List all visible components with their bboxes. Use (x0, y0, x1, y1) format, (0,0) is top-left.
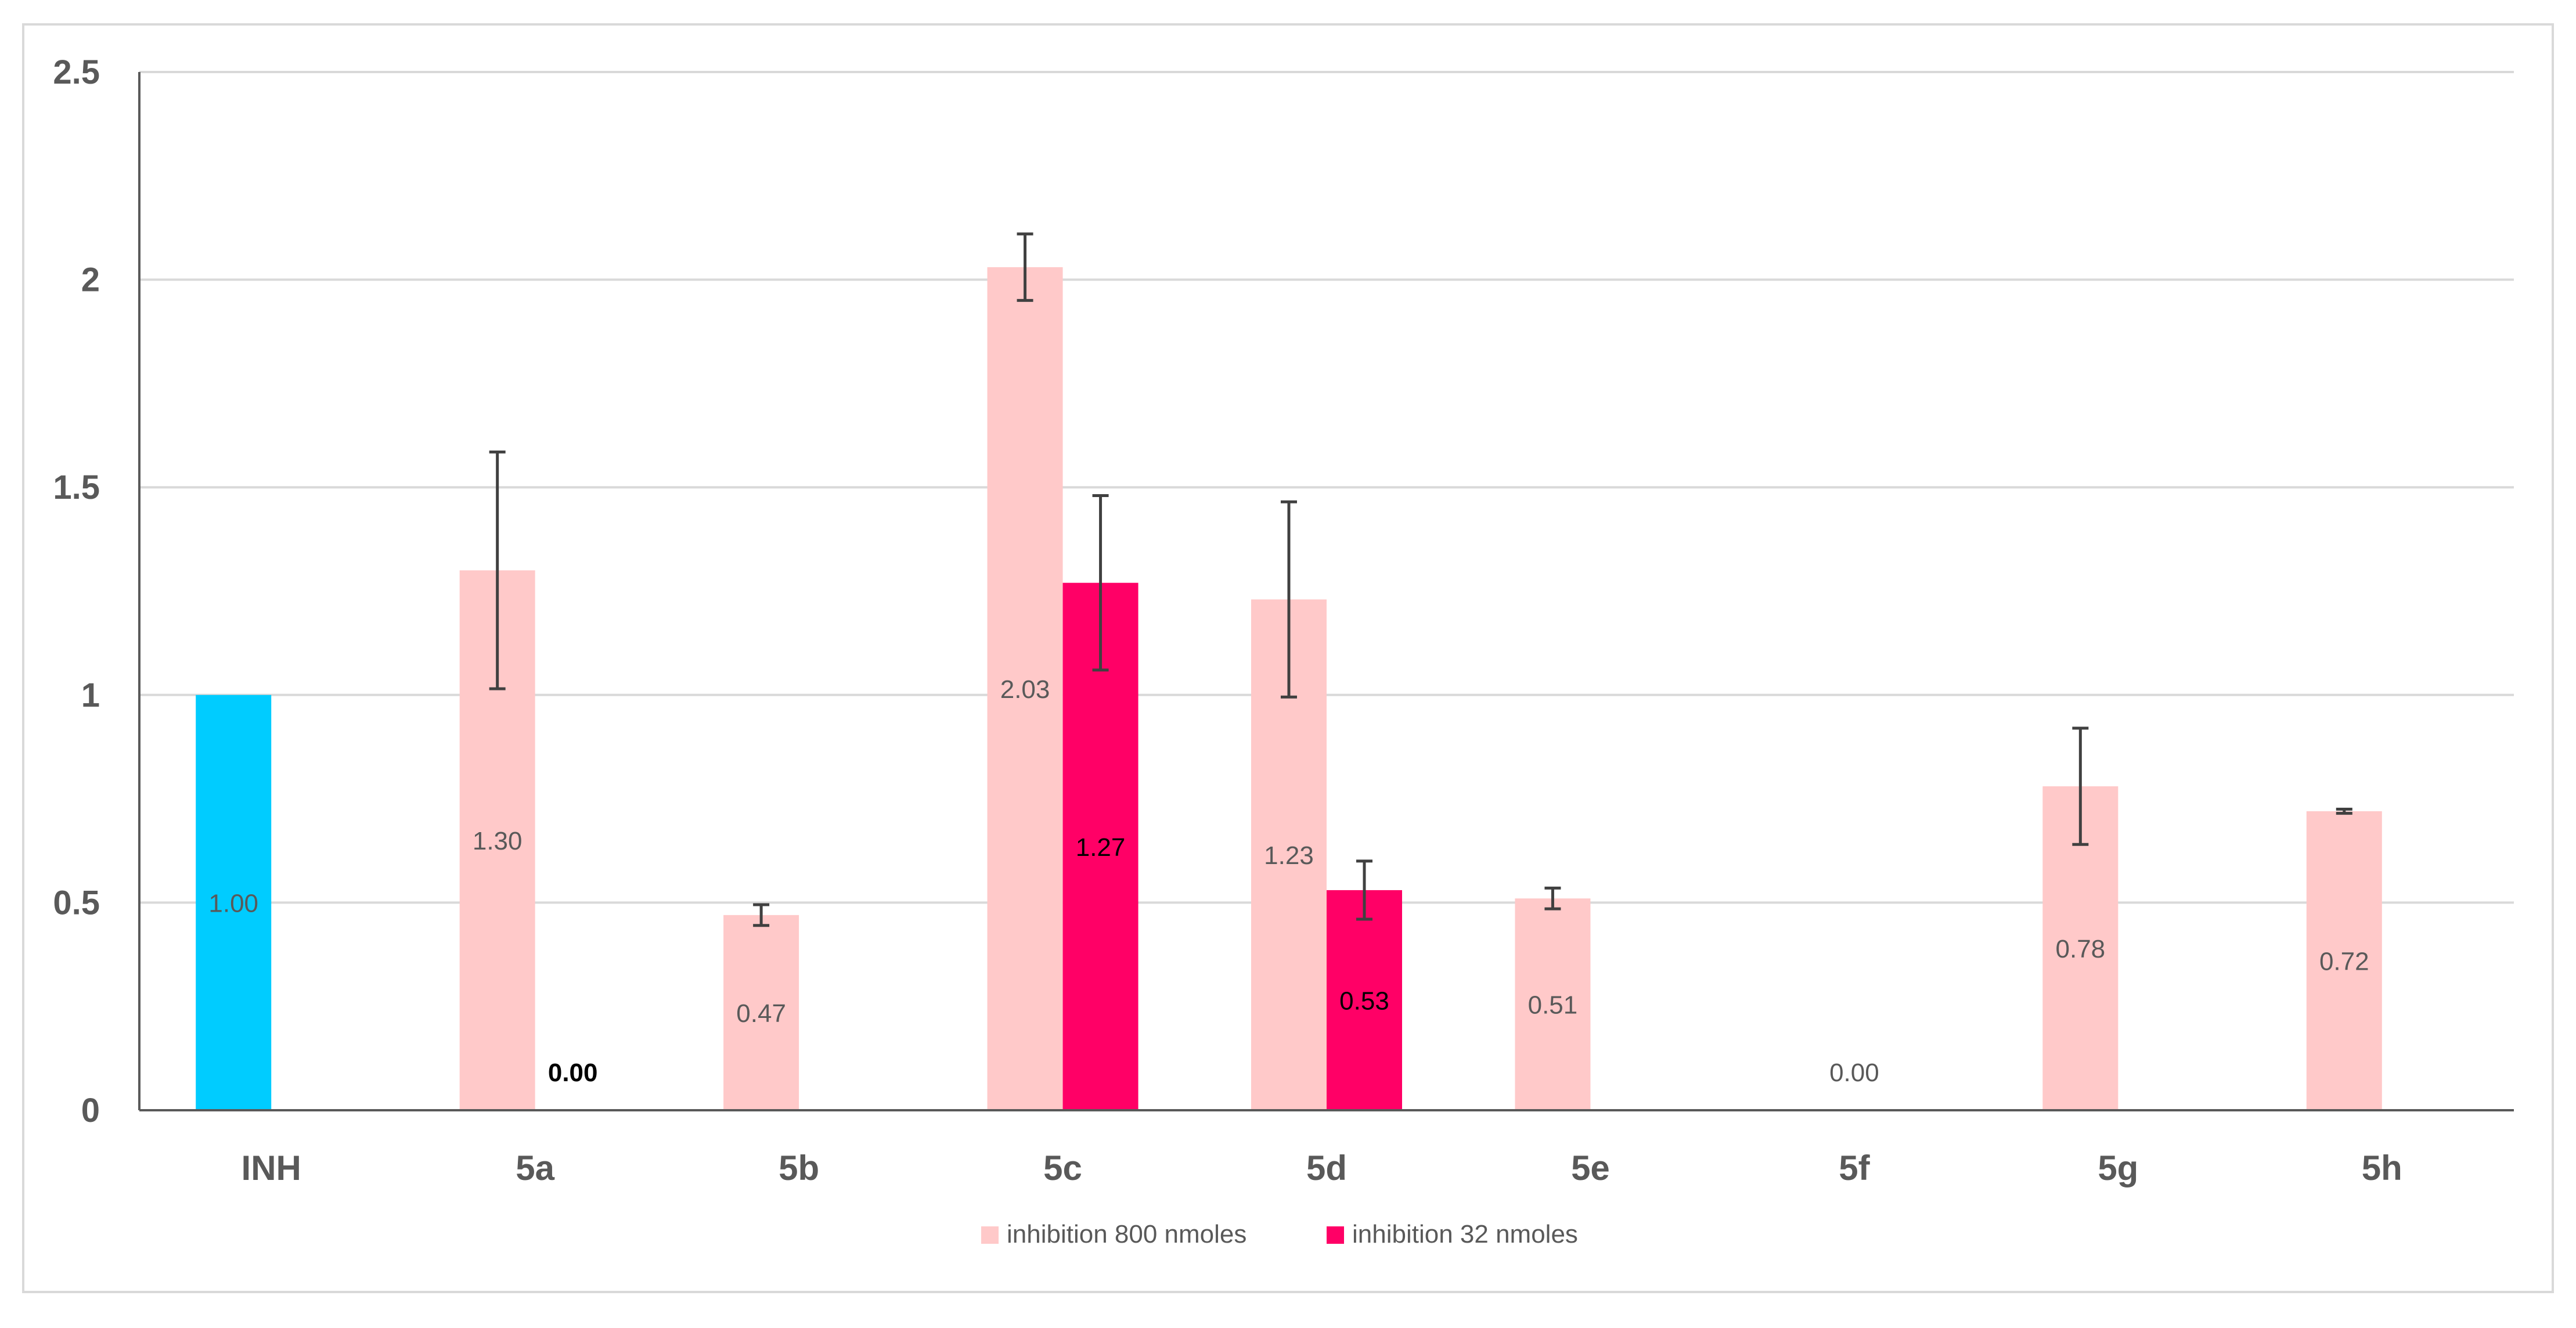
x-tick-label: INH (242, 1149, 301, 1187)
legend-swatch-32nmoles (1327, 1226, 1344, 1244)
y-tick-label: 0.5 (53, 884, 100, 922)
data-label-800nmoles: 0.51 (1528, 991, 1578, 1020)
x-tick-label: 5c (1043, 1149, 1082, 1187)
y-tick-label: 0 (81, 1092, 100, 1129)
data-label-800nmoles: 1.23 (1264, 841, 1314, 870)
x-tick-label: 5a (516, 1149, 554, 1187)
bar-800nmoles (196, 694, 272, 1110)
y-tick-label: 2.5 (53, 53, 100, 91)
data-label-800nmoles: 0.72 (2319, 948, 2369, 976)
legend-label-32nmoles: inhibition 32 nmoles (1352, 1220, 1578, 1248)
data-label-32nmoles: 0.53 (1339, 987, 1389, 1015)
data-label-32nmoles: 0.00 (548, 1059, 598, 1087)
bar-800nmoles (2306, 811, 2382, 1110)
x-tick-label: 5f (1839, 1149, 1870, 1187)
data-label-800nmoles: 2.03 (1000, 675, 1050, 704)
data-label-32nmoles: 1.27 (1076, 833, 1126, 862)
error-bars (489, 232, 2352, 927)
y-tick-label: 2 (81, 261, 100, 299)
data-label-800nmoles: 0.47 (736, 999, 786, 1028)
x-tick-label: 5d (1306, 1149, 1347, 1187)
bar-800nmoles (723, 915, 799, 1110)
bar-800nmoles (987, 267, 1063, 1110)
data-label-800nmoles: 0.00 (1829, 1059, 1879, 1087)
x-tick-label: 5e (1571, 1149, 1610, 1187)
bar-32nmoles (1327, 890, 1402, 1110)
data-label-800nmoles: 1.30 (473, 827, 523, 855)
legend-swatch-800nmoles (981, 1226, 999, 1244)
bar-800nmoles (1515, 898, 1591, 1110)
x-tick-label: 5h (2362, 1149, 2402, 1187)
legend-label-800nmoles: inhibition 800 nmoles (1007, 1220, 1246, 1248)
legend: inhibition 800 nmoles inhibition 32 nmole… (981, 1220, 1578, 1248)
data-labels: 1.00 1.30 0.00 0.47 2.03 1.27 1.23 0.53 0.51 0.00… (208, 675, 2369, 1087)
data-label-800nmoles: 0.78 (2056, 935, 2106, 963)
x-tick-label: 5g (2098, 1149, 2138, 1187)
y-tick-label: 1.5 (53, 469, 100, 506)
data-label-800nmoles: 1.00 (208, 889, 258, 917)
x-tick-label: 5b (779, 1149, 819, 1187)
y-tick-label: 1 (81, 676, 100, 714)
